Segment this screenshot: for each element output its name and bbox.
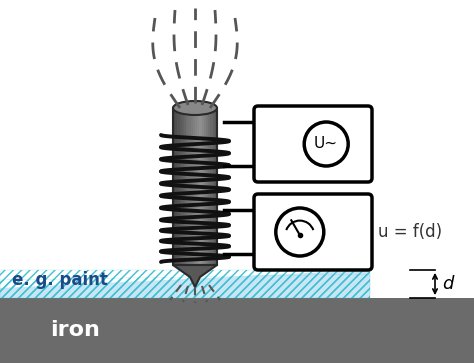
Bar (206, 108, 208, 265)
Polygon shape (0, 270, 370, 298)
Bar (204, 108, 206, 265)
Bar (177, 108, 180, 265)
Bar (210, 108, 213, 265)
Bar (195, 108, 197, 265)
Bar (173, 108, 175, 265)
Bar (0, 270, 370, 298)
Bar (193, 108, 195, 265)
Bar (215, 108, 217, 265)
Bar (184, 108, 186, 265)
Bar (0, 298, 474, 363)
Text: d: d (442, 275, 453, 293)
Bar (197, 108, 200, 265)
Polygon shape (173, 265, 217, 287)
Bar (182, 108, 184, 265)
Bar (188, 108, 191, 265)
Text: iron: iron (50, 320, 100, 340)
Bar (186, 108, 188, 265)
Circle shape (276, 208, 324, 256)
Bar (173, 108, 217, 265)
FancyBboxPatch shape (254, 194, 372, 270)
Bar (175, 108, 177, 265)
FancyBboxPatch shape (254, 106, 372, 182)
Bar (201, 108, 204, 265)
Bar (208, 108, 210, 265)
Bar (200, 108, 201, 265)
Text: U~: U~ (313, 135, 337, 151)
Text: u = f(d): u = f(d) (378, 223, 442, 241)
Circle shape (304, 122, 348, 166)
Text: e. g. paint: e. g. paint (12, 271, 108, 289)
Bar (180, 108, 182, 265)
Bar (191, 108, 193, 265)
Bar (213, 108, 215, 265)
Ellipse shape (173, 101, 217, 115)
